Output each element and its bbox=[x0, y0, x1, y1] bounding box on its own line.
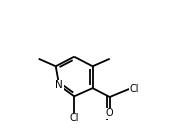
Text: Cl: Cl bbox=[130, 84, 139, 94]
Text: O: O bbox=[106, 108, 114, 118]
Text: Cl: Cl bbox=[69, 113, 79, 123]
Text: N: N bbox=[55, 80, 63, 90]
